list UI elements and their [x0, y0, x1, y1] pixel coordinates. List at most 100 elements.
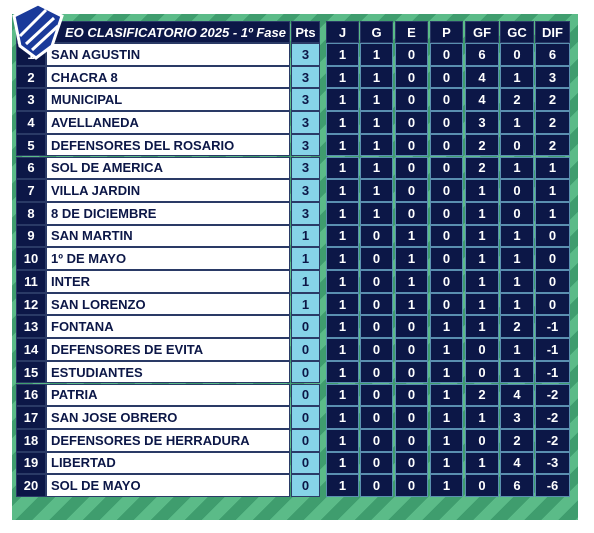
position: 20: [16, 474, 46, 497]
stat-cell: 1: [430, 315, 463, 339]
stat-cell: 1: [430, 360, 463, 384]
stat-cell: 0: [360, 474, 393, 497]
stat-cell: -2: [535, 428, 570, 452]
position: 7: [16, 179, 46, 202]
stat-cell: 0: [395, 65, 428, 89]
stat-cell: 1: [326, 111, 359, 134]
stat-cell: 0: [430, 156, 463, 180]
stat-cell: 0: [430, 179, 463, 202]
stat-cell: 2: [500, 315, 534, 339]
points: 3: [291, 43, 320, 66]
stat-cell: 4: [465, 65, 499, 89]
stat-cell: 1: [500, 156, 534, 180]
stat-cell: 1: [535, 201, 570, 225]
position: 15: [16, 360, 46, 384]
header-cell: G: [360, 21, 393, 43]
points: 3: [291, 88, 320, 112]
header-cell: J: [326, 21, 359, 43]
stat-cell: 4: [500, 451, 534, 475]
club-logo: [12, 2, 64, 60]
team-name: SOL DE MAYO: [46, 474, 290, 497]
stat-cell: 0: [360, 292, 393, 316]
points: 3: [291, 156, 320, 180]
stat-cell: 0: [360, 360, 393, 384]
stat-cell: 1: [395, 224, 428, 248]
stat-cell: 0: [395, 133, 428, 157]
stat-cell: 1: [326, 474, 359, 497]
stat-cell: 0: [465, 360, 499, 384]
stat-cell: 1: [430, 474, 463, 497]
stat-cell: 1: [500, 65, 534, 89]
stat-cell: -3: [535, 451, 570, 475]
stat-cell: 0: [430, 270, 463, 293]
stat-cell: 1: [326, 338, 359, 361]
position: 6: [16, 156, 46, 180]
stat-cell: 1: [326, 292, 359, 316]
stat-cell: 1: [465, 247, 499, 270]
stat-cell: 0: [535, 224, 570, 248]
stat-cell: 1: [395, 247, 428, 270]
stat-cell: 1: [360, 179, 393, 202]
stat-cell: 2: [500, 88, 534, 112]
position: 11: [16, 270, 46, 293]
stat-cell: -2: [535, 383, 570, 407]
stat-cell: 0: [430, 133, 463, 157]
position: 9: [16, 224, 46, 248]
team-name: SAN AGUSTIN: [46, 43, 290, 66]
stat-cell: 2: [465, 133, 499, 157]
stat-cell: 0: [395, 156, 428, 180]
team-name: DEFENSORES DE EVITA: [46, 338, 290, 361]
stat-cell: 1: [326, 451, 359, 475]
team-name: DEFENSORES DE HERRADURA: [46, 428, 290, 452]
stat-cell: 1: [500, 111, 534, 134]
stat-cell: 1: [360, 65, 393, 89]
points: 0: [291, 406, 320, 429]
stat-cell: 1: [326, 406, 359, 429]
stat-cell: 1: [326, 43, 359, 66]
stat-cell: 0: [465, 428, 499, 452]
stat-cell: 1: [360, 156, 393, 180]
stat-cell: 1: [326, 179, 359, 202]
stat-cell: 1: [326, 88, 359, 112]
position: 2: [16, 65, 46, 89]
stat-cell: 1: [395, 270, 428, 293]
points: 1: [291, 224, 320, 248]
stat-cell: 1: [326, 270, 359, 293]
team-name: PATRIA: [46, 383, 290, 407]
stat-cell: 0: [430, 111, 463, 134]
stat-cell: 2: [465, 156, 499, 180]
position: 14: [16, 338, 46, 361]
stat-cell: 0: [395, 474, 428, 497]
team-name: FONTANA: [46, 315, 290, 339]
position: 17: [16, 406, 46, 429]
stat-cell: 1: [500, 360, 534, 384]
team-name: SOL DE AMERICA: [46, 156, 290, 180]
stat-cell: 0: [430, 201, 463, 225]
stat-cell: 1: [535, 179, 570, 202]
stat-cell: 1: [326, 315, 359, 339]
stat-cell: 1: [326, 247, 359, 270]
stat-cell: 1: [326, 428, 359, 452]
stat-cell: 0: [395, 201, 428, 225]
stat-cell: 4: [465, 88, 499, 112]
stat-cell: 1: [465, 270, 499, 293]
points: 0: [291, 338, 320, 361]
stat-cell: 1: [465, 292, 499, 316]
stat-cell: 1: [500, 338, 534, 361]
stat-cell: 1: [360, 88, 393, 112]
team-name: SAN JOSE OBRERO: [46, 406, 290, 429]
header-cell: GF: [465, 21, 499, 43]
stat-cell: 1: [326, 65, 359, 89]
stat-cell: 0: [395, 428, 428, 452]
standings-board: EO CLASIFICATORIO 2025 - 1º Fase Pts J G E P G…: [12, 14, 578, 520]
stat-cell: 1: [326, 383, 359, 407]
points: 3: [291, 179, 320, 202]
team-name: SAN MARTIN: [46, 224, 290, 248]
points: 3: [291, 65, 320, 89]
stat-cell: 2: [500, 428, 534, 452]
points: 1: [291, 270, 320, 293]
header-pts: Pts: [291, 21, 320, 43]
team-name: INTER: [46, 270, 290, 293]
stat-cell: 2: [535, 133, 570, 157]
